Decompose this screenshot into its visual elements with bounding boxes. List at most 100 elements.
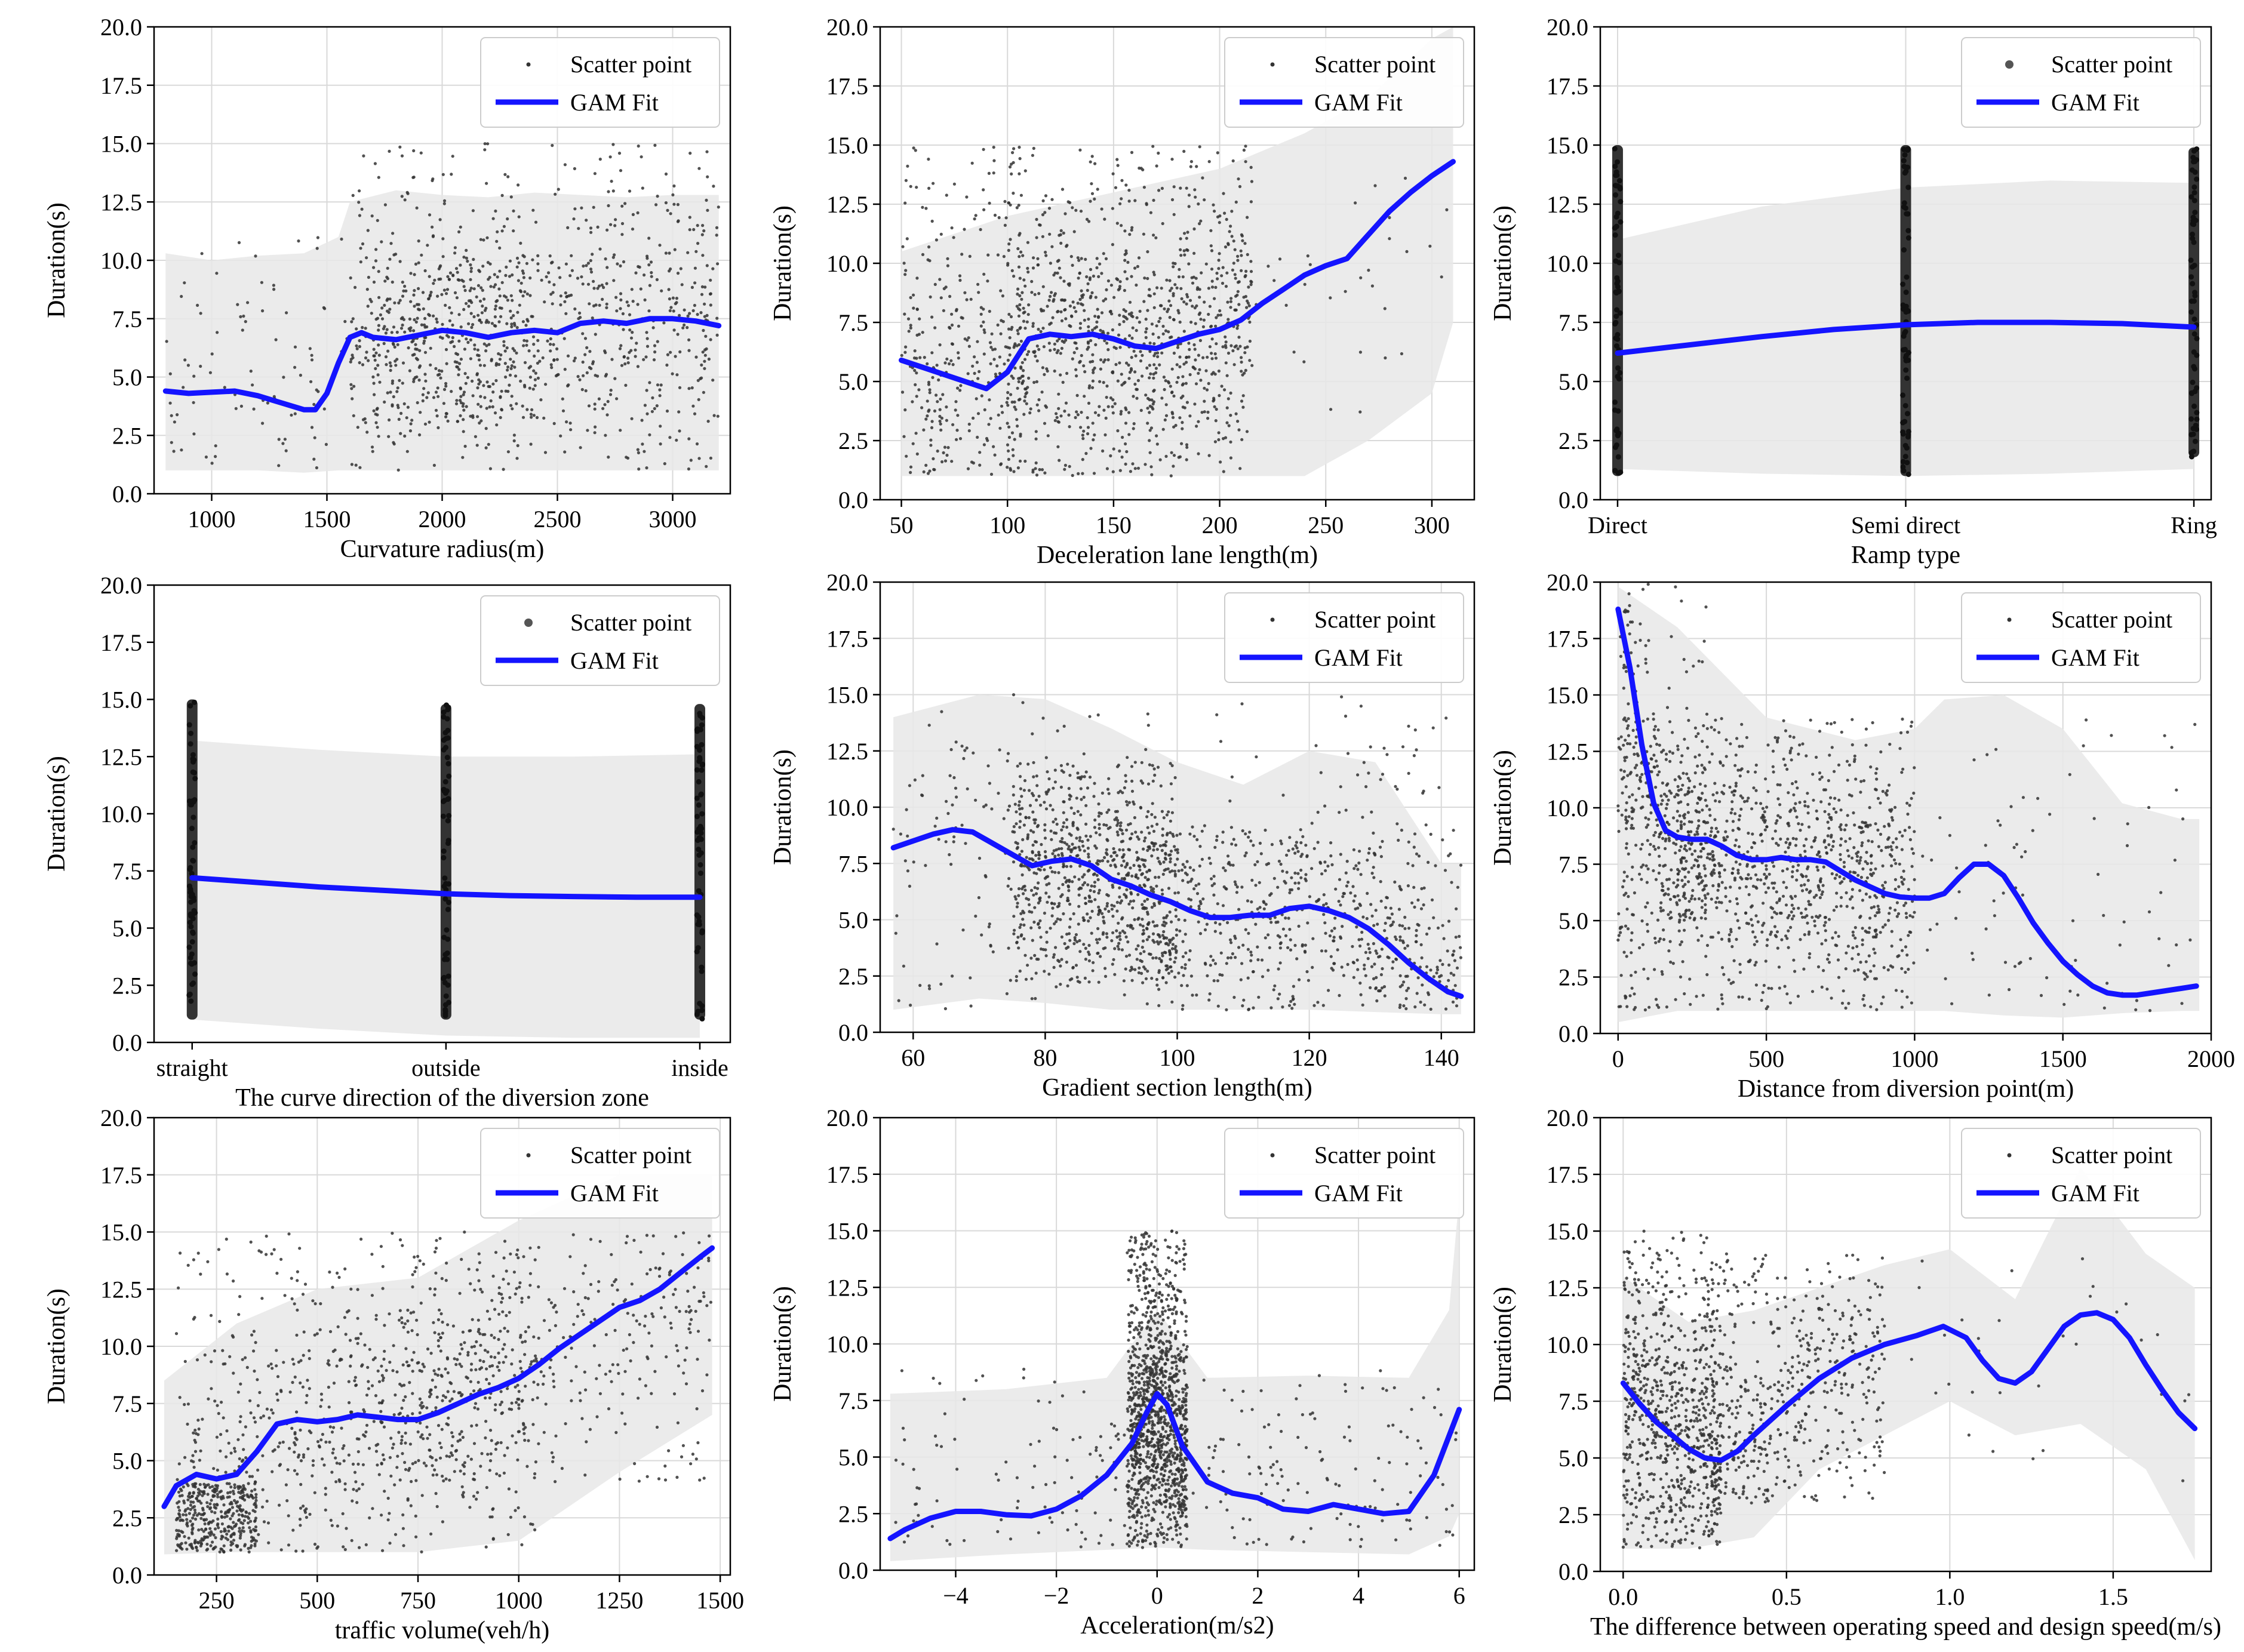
scatter-point: [1180, 297, 1184, 300]
scatter-point: [1210, 337, 1214, 341]
scatter-point: [450, 173, 453, 176]
scatter-point: [1059, 785, 1063, 789]
scatter-point: [664, 201, 668, 205]
scatter-point: [457, 368, 461, 371]
scatter-point: [1239, 249, 1243, 253]
scatter-point: [1091, 422, 1095, 425]
scatter-point: [410, 419, 414, 422]
scatter-point: [484, 446, 488, 450]
scatter-point: [1214, 324, 1218, 328]
scatter-point: [361, 418, 365, 422]
scatter-point: [1225, 421, 1229, 424]
scatter-point: [1904, 211, 1910, 217]
scatter-point: [1071, 820, 1075, 825]
scatter-point: [421, 393, 425, 396]
scatter-point: [1082, 943, 1086, 946]
scatter-point: [1057, 847, 1060, 851]
scatter-point: [622, 260, 626, 264]
scatter-point: [387, 435, 391, 438]
scatter-point: [1038, 467, 1041, 472]
scatter-point: [949, 863, 953, 866]
scatter-point: [400, 195, 404, 198]
scatter-point: [589, 367, 593, 370]
scatter-point: [1429, 832, 1433, 836]
scatter-point: [1329, 296, 1332, 300]
scatter-point: [1088, 715, 1092, 718]
scatter-point: [1191, 993, 1194, 997]
scatter-point: [1615, 284, 1621, 290]
scatter-point: [496, 230, 499, 233]
scatter-point: [706, 175, 709, 179]
scatter-point: [1380, 947, 1384, 951]
scatter-point: [1332, 962, 1336, 965]
scatter-point: [1063, 212, 1067, 216]
scatter-point: [939, 982, 943, 986]
scatter-point: [1248, 830, 1252, 834]
scatter-point: [539, 398, 543, 402]
scatter-point: [602, 285, 605, 290]
scatter-point: [462, 285, 466, 288]
scatter-point: [469, 287, 473, 290]
scatter-point: [1173, 776, 1177, 780]
panel-1: 1000 1500 2000 2500 30000.02.55.07.510.012.5…: [43, 14, 731, 563]
scatter-point: [2192, 293, 2198, 299]
scatter-point: [570, 254, 573, 257]
x-tick-label: Ring: [2171, 512, 2217, 539]
scatter-point: [1459, 946, 1462, 949]
scatter-point: [1044, 250, 1047, 254]
scatter-point: [517, 215, 521, 219]
scatter-point: [1449, 971, 1453, 975]
scatter-point: [380, 306, 384, 310]
scatter-point: [676, 333, 680, 336]
scatter-point: [513, 324, 517, 327]
scatter-point: [428, 294, 432, 298]
scatter-point: [441, 255, 445, 259]
scatter-point: [712, 184, 715, 188]
scatter-point: [1047, 973, 1051, 976]
scatter-point: [1089, 447, 1093, 450]
scatter-point: [1423, 1003, 1427, 1007]
scatter-point: [190, 930, 196, 936]
scatter-point: [1140, 858, 1143, 862]
scatter-point: [659, 424, 662, 428]
scatter-point: [1181, 375, 1185, 379]
scatter-point: [1016, 328, 1019, 333]
scatter-point: [414, 343, 417, 346]
scatter-point: [1304, 943, 1307, 947]
scatter-point: [404, 289, 408, 293]
scatter-point: [1044, 807, 1049, 811]
scatter-point: [237, 241, 241, 244]
y-tick-label: 15.0: [826, 132, 868, 159]
scatter-point: [1132, 802, 1136, 806]
scatter-point: [589, 230, 593, 234]
scatter-point: [1115, 158, 1119, 161]
scatter-point: [1895, 845, 1898, 849]
scatter-point: [1114, 362, 1118, 367]
scatter-point: [434, 408, 438, 412]
scatter-point: [1151, 779, 1155, 783]
scatter-point: [1066, 899, 1070, 902]
scatter-point: [1223, 211, 1226, 215]
scatter-point: [1154, 236, 1158, 239]
scatter-point: [1160, 287, 1163, 290]
scatter-point: [1703, 894, 1707, 897]
scatter-point: [1035, 380, 1038, 384]
scatter-point: [1451, 953, 1455, 957]
scatter-point: [702, 390, 705, 394]
scatter-point: [1030, 279, 1034, 284]
scatter-point: [1105, 342, 1109, 345]
x-tick-label: 2000: [419, 506, 466, 533]
scatter-point: [1714, 799, 1717, 802]
scatter-point: [1147, 868, 1151, 872]
scatter-point: [187, 991, 193, 997]
scatter-point: [1105, 288, 1108, 291]
scatter-point: [487, 343, 491, 346]
scatter-point: [1034, 467, 1037, 470]
scatter-point: [1620, 813, 1624, 817]
scatter-point: [1066, 847, 1070, 851]
scatter-point: [1087, 317, 1090, 321]
scatter-point: [397, 417, 401, 422]
scatter-point: [1153, 924, 1157, 928]
scatter-point: [1902, 170, 1908, 176]
scatter-point: [1034, 854, 1038, 857]
